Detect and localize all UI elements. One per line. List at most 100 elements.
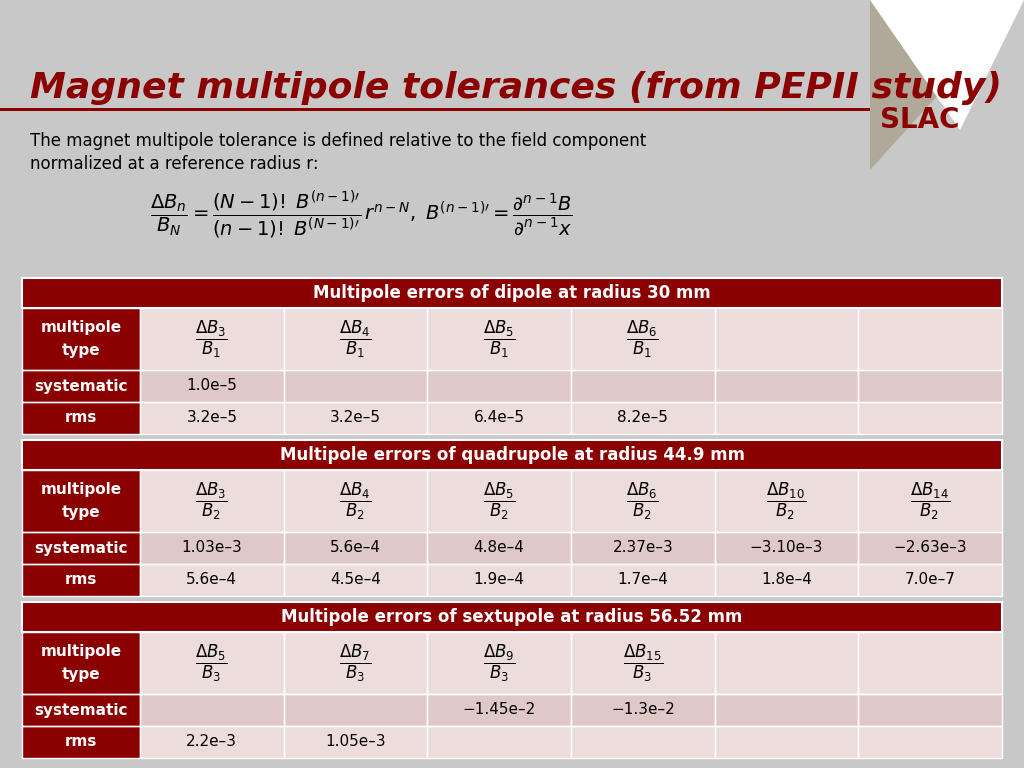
Bar [858,532,1002,564]
Bar [284,632,427,694]
Bar [427,402,571,434]
Text: 4.5e–4: 4.5e–4 [330,572,381,588]
Bar [22,440,1002,470]
Bar [858,694,1002,726]
Bar [571,726,715,758]
Text: 8.2e–5: 8.2e–5 [617,411,669,425]
Bar [571,632,715,694]
Bar [715,632,858,694]
Bar [715,564,858,596]
Bar [140,402,284,434]
Bar [571,308,715,370]
Bar [284,402,427,434]
Bar [571,402,715,434]
Text: systematic: systematic [34,379,128,393]
Text: normalized at a reference radius r:: normalized at a reference radius r: [30,155,318,173]
Text: $\dfrac{\Delta B_{15}}{B_3}$: $\dfrac{\Delta B_{15}}{B_3}$ [623,642,663,684]
Text: $\dfrac{\Delta B_5}{B_1}$: $\dfrac{\Delta B_5}{B_1}$ [483,319,515,359]
Bar [284,632,427,694]
Text: $\dfrac{\Delta B_6}{B_1}$: $\dfrac{\Delta B_6}{B_1}$ [627,319,659,359]
Bar [858,632,1002,694]
Bar [427,632,571,694]
Bar [715,532,858,564]
Bar [284,532,427,564]
Bar [858,308,1002,370]
Text: systematic: systematic [34,541,128,555]
Bar [427,308,571,370]
Text: 1.9e–4: 1.9e–4 [474,572,524,588]
Bar [140,532,284,564]
Bar [140,470,284,532]
Text: 1.0e–5: 1.0e–5 [186,379,238,393]
Bar [427,726,571,758]
Text: rms: rms [65,411,97,425]
Bar [22,694,140,726]
Text: 1.7e–4: 1.7e–4 [617,572,669,588]
Bar [140,370,284,402]
Bar [284,308,427,370]
Bar [715,402,858,434]
Bar [858,726,1002,758]
Text: SLAC: SLAC [881,106,959,134]
Text: $\dfrac{\Delta B_9}{B_3}$: $\dfrac{\Delta B_9}{B_3}$ [483,642,515,684]
Polygon shape [870,0,1024,170]
Bar [22,308,140,370]
Bar [22,308,140,370]
Bar [22,532,140,564]
Bar [284,564,427,596]
Text: −3.10e–3: −3.10e–3 [750,541,823,555]
Bar [22,440,1002,470]
Text: 4.8e–4: 4.8e–4 [474,541,524,555]
Bar [140,726,284,758]
Bar [571,632,715,694]
Bar [715,370,858,402]
Bar [715,308,858,370]
Bar [427,402,571,434]
Bar [858,694,1002,726]
Bar [571,694,715,726]
Text: −2.63e–3: −2.63e–3 [893,541,967,555]
Bar [22,470,140,532]
Text: $\dfrac{\Delta B_7}{B_3}$: $\dfrac{\Delta B_7}{B_3}$ [339,642,372,684]
Bar [858,370,1002,402]
Text: $\dfrac{\Delta B_5}{B_3}$: $\dfrac{\Delta B_5}{B_3}$ [196,642,228,684]
Bar [140,632,284,694]
Text: $\dfrac{\Delta B_4}{B_2}$: $\dfrac{\Delta B_4}{B_2}$ [339,481,372,521]
Bar [284,726,427,758]
Text: 1.8e–4: 1.8e–4 [761,572,812,588]
Bar [284,726,427,758]
Bar [715,694,858,726]
Text: 3.2e–5: 3.2e–5 [330,411,381,425]
Bar [427,532,571,564]
Bar [22,632,140,694]
Bar [715,564,858,596]
Bar [858,402,1002,434]
Bar [571,564,715,596]
Text: rms: rms [65,572,97,588]
Bar [140,564,284,596]
Bar [858,564,1002,596]
Bar [571,370,715,402]
Bar [22,632,140,694]
Text: rms: rms [65,734,97,750]
Bar [715,632,858,694]
Bar [427,308,571,370]
Bar [22,402,140,434]
Bar [715,694,858,726]
Bar [140,308,284,370]
Text: $\dfrac{\Delta B_n}{B_N} = \dfrac{(N-1)!\; B^{(n-1)\prime}}{(n-1)!\; B^{(N-1)\pr: $\dfrac{\Delta B_n}{B_N} = \dfrac{(N-1)!… [150,189,573,241]
Text: 7.0e–7: 7.0e–7 [905,572,955,588]
Text: Multipole errors of quadrupole at radius 44.9 mm: Multipole errors of quadrupole at radius… [280,446,744,464]
Bar [715,532,858,564]
Text: 1.03e–3: 1.03e–3 [181,541,243,555]
Bar [715,726,858,758]
Bar [284,564,427,596]
Bar [427,726,571,758]
Bar [571,532,715,564]
Bar [0,108,870,111]
Bar [571,532,715,564]
Bar [427,632,571,694]
Bar [140,532,284,564]
Bar [284,532,427,564]
Text: −1.45e–2: −1.45e–2 [463,703,536,717]
